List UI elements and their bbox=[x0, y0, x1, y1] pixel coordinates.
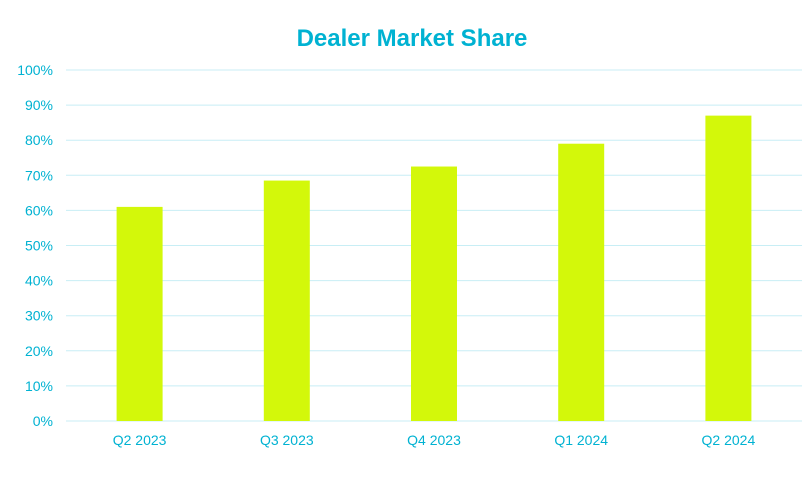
bar-q2-2023 bbox=[116, 206, 163, 421]
y-tick-label: 70% bbox=[25, 167, 53, 183]
bar-q1-2024 bbox=[558, 143, 605, 421]
x-tick-label: Q2 2024 bbox=[702, 432, 756, 448]
y-tick-label: 50% bbox=[25, 238, 53, 254]
y-tick-label: 90% bbox=[25, 97, 53, 113]
y-tick-label: 100% bbox=[17, 62, 53, 78]
y-tick-label: 60% bbox=[25, 202, 53, 218]
y-tick-label: 80% bbox=[25, 132, 53, 148]
y-tick-label: 10% bbox=[25, 378, 53, 394]
bar-q2-2024 bbox=[705, 115, 752, 421]
y-tick-label: 40% bbox=[25, 273, 53, 289]
x-tick-label: Q1 2024 bbox=[554, 432, 608, 448]
y-tick-label: 20% bbox=[25, 343, 53, 359]
chart-title: Dealer Market Share bbox=[297, 25, 528, 52]
x-tick-label: Q4 2023 bbox=[407, 432, 461, 448]
y-tick-label: 30% bbox=[25, 308, 53, 324]
y-tick-label: 0% bbox=[33, 413, 53, 429]
x-tick-label: Q3 2023 bbox=[260, 432, 314, 448]
x-tick-label: Q2 2023 bbox=[113, 432, 167, 448]
bar-q3-2023 bbox=[263, 180, 310, 421]
x-axis-tick-labels: Q2 2023 Q3 2023 Q4 2023 Q1 2024 Q2 2024 bbox=[113, 432, 756, 448]
y-axis-tick-labels: 0% 10% 20% 30% 40% 50% 60% 70% 80% 90% 100% bbox=[17, 62, 53, 429]
bars bbox=[116, 115, 752, 421]
bar-q4-2023 bbox=[411, 166, 457, 421]
